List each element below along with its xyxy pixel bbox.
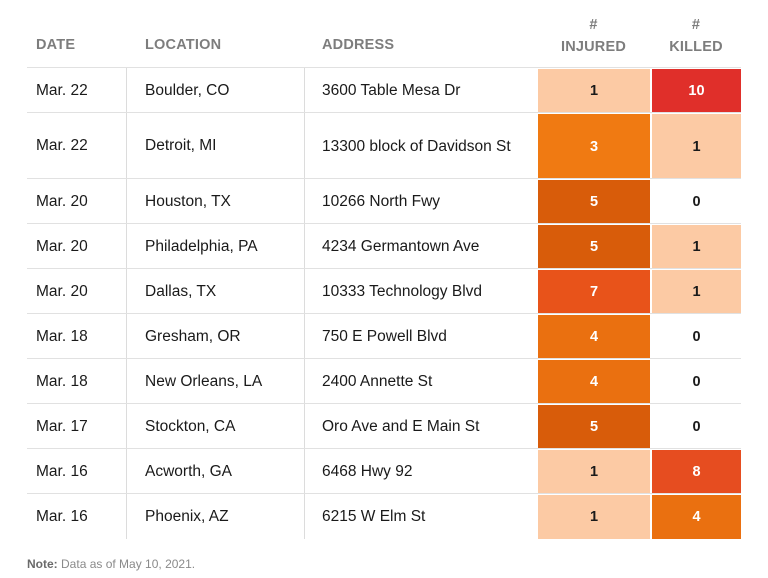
cell-injured: 3: [537, 113, 650, 179]
cell-injured: 4: [537, 314, 650, 359]
cell-injured: 5: [537, 179, 650, 224]
cell-killed: 1: [651, 113, 741, 179]
table-row: Mar. 18 New Orleans, LA 2400 Annette St 4 0: [27, 358, 741, 404]
cell-address: 750 E Powell Blvd: [322, 328, 447, 345]
cell-date: Mar. 16: [27, 494, 127, 539]
cell-date: Mar. 22: [27, 113, 127, 179]
header-killed-hash: #: [691, 17, 701, 33]
header-injured: # INJURED: [537, 14, 650, 58]
cell-killed: 1: [651, 224, 741, 269]
cell-location: Gresham, OR: [127, 314, 305, 359]
cell-address: Oro Ave and E Main St: [322, 418, 480, 435]
cell-killed: 10: [651, 68, 741, 113]
cell-address: 10333 Technology Blvd: [322, 283, 483, 300]
cell-killed: 8: [651, 449, 741, 494]
cell-killed: 0: [651, 314, 741, 359]
header-date: DATE: [36, 37, 76, 53]
cell-location: Acworth, GA: [127, 449, 305, 494]
cell-date: Mar. 20: [27, 179, 127, 224]
cell-date: Mar. 20: [27, 269, 127, 314]
cell-killed: 4: [651, 494, 741, 539]
cell-location: Boulder, CO: [127, 68, 305, 113]
cell-address: 2400 Annette St: [322, 373, 433, 390]
header-killed: # KILLED: [651, 14, 741, 58]
cell-date: Mar. 18: [27, 359, 127, 404]
cell-injured: 4: [537, 359, 650, 404]
table-row: Mar. 22 Boulder, CO 3600 Table Mesa Dr 1 10: [27, 67, 741, 113]
cell-location: Phoenix, AZ: [127, 494, 305, 539]
header-address: ADDRESS: [322, 37, 395, 53]
cell-address: 4234 Germantown Ave: [322, 238, 480, 255]
cell-injured: 1: [537, 449, 650, 494]
cell-address: 6468 Hwy 92: [322, 463, 413, 480]
cell-location: New Orleans, LA: [127, 359, 305, 404]
cell-address: 3600 Table Mesa Dr: [322, 82, 461, 99]
cell-date: Mar. 20: [27, 224, 127, 269]
table-row: Mar. 16 Acworth, GA 6468 Hwy 92 1 8: [27, 448, 741, 494]
cell-injured: 1: [537, 494, 650, 539]
note-text: Data as of May 10, 2021.: [61, 557, 196, 571]
cell-killed: 0: [651, 179, 741, 224]
note-label: Note:: [27, 557, 58, 571]
cell-date: Mar. 16: [27, 449, 127, 494]
header-injured-label: INJURED: [560, 39, 627, 55]
cell-date: Mar. 22: [27, 68, 127, 113]
cell-location: Houston, TX: [127, 179, 305, 224]
header-killed-label: KILLED: [669, 39, 723, 55]
cell-injured: 1: [537, 68, 650, 113]
table-row: Mar. 16 Phoenix, AZ 6215 W Elm St 1 4: [27, 493, 741, 539]
table-row: Mar. 20 Houston, TX 10266 North Fwy 5 0: [27, 178, 741, 224]
cell-killed: 0: [651, 404, 741, 449]
table-row: Mar. 22 Detroit, MI 13300 block of Davidso…: [27, 112, 741, 179]
cell-killed: 0: [651, 359, 741, 404]
cell-date: Mar. 17: [27, 404, 127, 449]
cell-injured: 5: [537, 224, 650, 269]
footnote: Note: Data as of May 10, 2021.: [27, 557, 195, 571]
table-row: Mar. 20 Philadelphia, PA 4234 Germantown A…: [27, 223, 741, 269]
cell-killed: 1: [651, 269, 741, 314]
table-row: Mar. 17 Stockton, CA Oro Ave and E Main St…: [27, 403, 741, 449]
cell-location: Philadelphia, PA: [127, 224, 305, 269]
cell-date: Mar. 18: [27, 314, 127, 359]
cell-address: 13300 block of Davidson St: [322, 137, 511, 155]
cell-address: 6215 W Elm St: [322, 508, 426, 525]
cell-location: Dallas, TX: [127, 269, 305, 314]
header-location: LOCATION: [145, 37, 222, 53]
cell-injured: 5: [537, 404, 650, 449]
cell-address: 10266 North Fwy: [322, 193, 441, 210]
cell-location: Stockton, CA: [127, 404, 305, 449]
header-injured-hash: #: [589, 17, 598, 33]
table-row: Mar. 20 Dallas, TX 10333 Technology Blvd 7 1: [27, 268, 741, 314]
cell-location: Detroit, MI: [127, 113, 305, 179]
table-row: Mar. 18 Gresham, OR 750 E Powell Blvd 4 0: [27, 313, 741, 359]
cell-injured: 7: [537, 269, 650, 314]
